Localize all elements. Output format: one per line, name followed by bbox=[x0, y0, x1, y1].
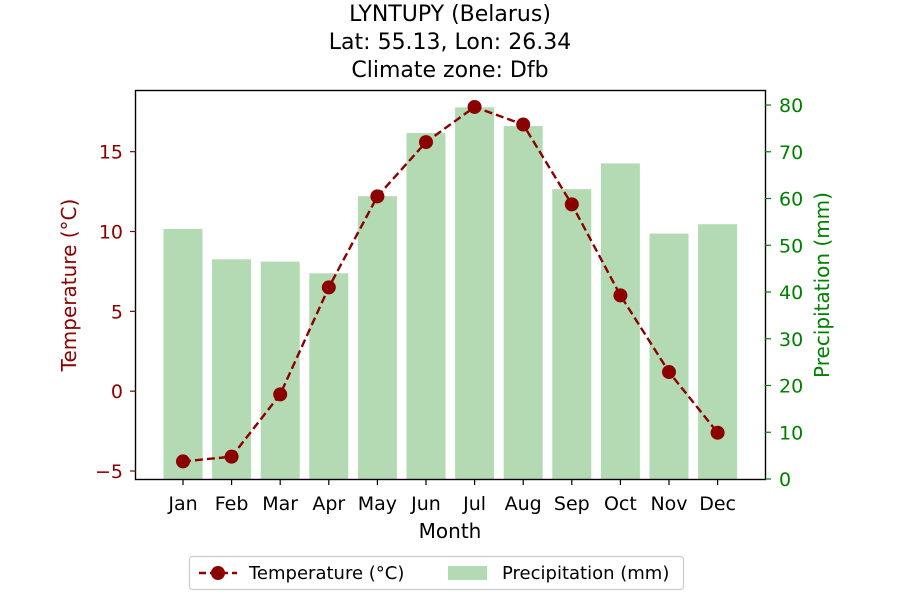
x-tick-label-mar: Mar bbox=[262, 493, 298, 515]
title-line-3: Climate zone: Dfb bbox=[351, 58, 548, 83]
precipitation-bar-aug bbox=[503, 126, 543, 479]
temperature-line bbox=[176, 99, 725, 469]
temperature-point-jan bbox=[176, 454, 190, 469]
precipitation-bar-sep bbox=[552, 189, 592, 479]
temperature-point-dec bbox=[710, 425, 725, 440]
left-tick-label: 15 bbox=[99, 142, 123, 164]
right-tick-label: 0 bbox=[779, 469, 791, 491]
temperature-point-jul bbox=[467, 99, 482, 114]
precipitation-bar-jun bbox=[406, 133, 446, 479]
right-axis-ticks: 0 10 20 30 40 50 60 70 80 bbox=[765, 95, 803, 491]
x-tick-label-dec: Dec bbox=[699, 493, 736, 515]
legend-temperature-swatch-marker bbox=[211, 566, 225, 580]
right-tick-label: 10 bbox=[779, 422, 803, 444]
x-tick-label-feb: Feb bbox=[215, 493, 249, 515]
left-tick-label: 0 bbox=[111, 381, 123, 403]
legend-temperature-label: Temperature (°C) bbox=[248, 563, 404, 584]
x-tick-label-sep: Sep bbox=[554, 493, 590, 515]
right-axis-label: Precipitation (mm) bbox=[810, 192, 834, 378]
left-tick-label: 5 bbox=[111, 301, 123, 323]
x-tick-label-jul: Jul bbox=[462, 493, 486, 515]
right-tick-label: 40 bbox=[779, 282, 803, 304]
legend-precipitation-swatch bbox=[448, 566, 487, 580]
left-axis-label: Temperature (°C) bbox=[57, 199, 81, 373]
left-tick-label: −5 bbox=[95, 461, 123, 483]
title-line-2: Lat: 55.13, Lon: 26.34 bbox=[329, 30, 571, 55]
plot-frame bbox=[134, 89, 767, 481]
legend: Temperature (°C) Precipitation (mm) bbox=[188, 555, 685, 591]
x-tick-label-may: May bbox=[358, 493, 397, 515]
right-tick-label: 50 bbox=[779, 235, 803, 257]
right-tick-label: 70 bbox=[779, 142, 803, 164]
temperature-point-feb bbox=[224, 449, 239, 464]
precipitation-bar-oct bbox=[600, 163, 640, 479]
precipitation-bar-may bbox=[357, 196, 397, 479]
x-tick-label-jun: Jun bbox=[410, 493, 441, 515]
left-axis-ticks: −5 0 5 10 15 bbox=[95, 142, 136, 483]
temperature-point-oct bbox=[613, 288, 628, 303]
precipitation-bar-jan bbox=[163, 228, 203, 479]
x-tick-label-nov: Nov bbox=[650, 493, 687, 515]
precipitation-bar-mar bbox=[260, 261, 300, 479]
x-tick-label-jan: Jan bbox=[167, 493, 197, 515]
x-tick-label-aug: Aug bbox=[505, 493, 542, 515]
temperature-point-aug bbox=[516, 117, 531, 132]
x-axis-label: Month bbox=[419, 519, 482, 543]
precipitation-bars bbox=[163, 107, 738, 479]
right-tick-label: 30 bbox=[779, 329, 803, 351]
chart-title: LYNTUPY (Belarus) Lat: 55.13, Lon: 26.34… bbox=[329, 2, 571, 83]
precipitation-bar-feb bbox=[212, 259, 252, 479]
title-line-1: LYNTUPY (Belarus) bbox=[349, 2, 551, 27]
left-tick-label: 10 bbox=[99, 222, 123, 244]
precipitation-bar-nov bbox=[649, 233, 689, 479]
precipitation-bar-dec bbox=[698, 224, 738, 479]
right-tick-label: 80 bbox=[779, 95, 803, 117]
legend-precipitation-label: Precipitation (mm) bbox=[502, 563, 669, 584]
temperature-point-may bbox=[370, 189, 385, 204]
temperature-point-mar bbox=[273, 387, 288, 402]
x-tick-label-oct: Oct bbox=[604, 493, 637, 515]
right-tick-label: 20 bbox=[779, 376, 803, 398]
legend-frame bbox=[188, 555, 685, 591]
right-tick-label: 60 bbox=[779, 189, 803, 211]
x-axis-ticks: Jan Feb Mar Apr May Jun Jul Aug Sep Oct Nov Dec bbox=[167, 479, 736, 515]
x-tick-label-apr: Apr bbox=[312, 493, 345, 515]
precipitation-bar-jul bbox=[455, 107, 495, 479]
temperature-point-sep bbox=[564, 197, 579, 212]
temperature-point-jun bbox=[419, 135, 433, 150]
temperature-point-nov bbox=[662, 365, 676, 380]
temperature-point-apr bbox=[321, 280, 336, 295]
precipitation-bar-apr bbox=[309, 273, 349, 479]
temperature-line-path bbox=[182, 105, 719, 463]
